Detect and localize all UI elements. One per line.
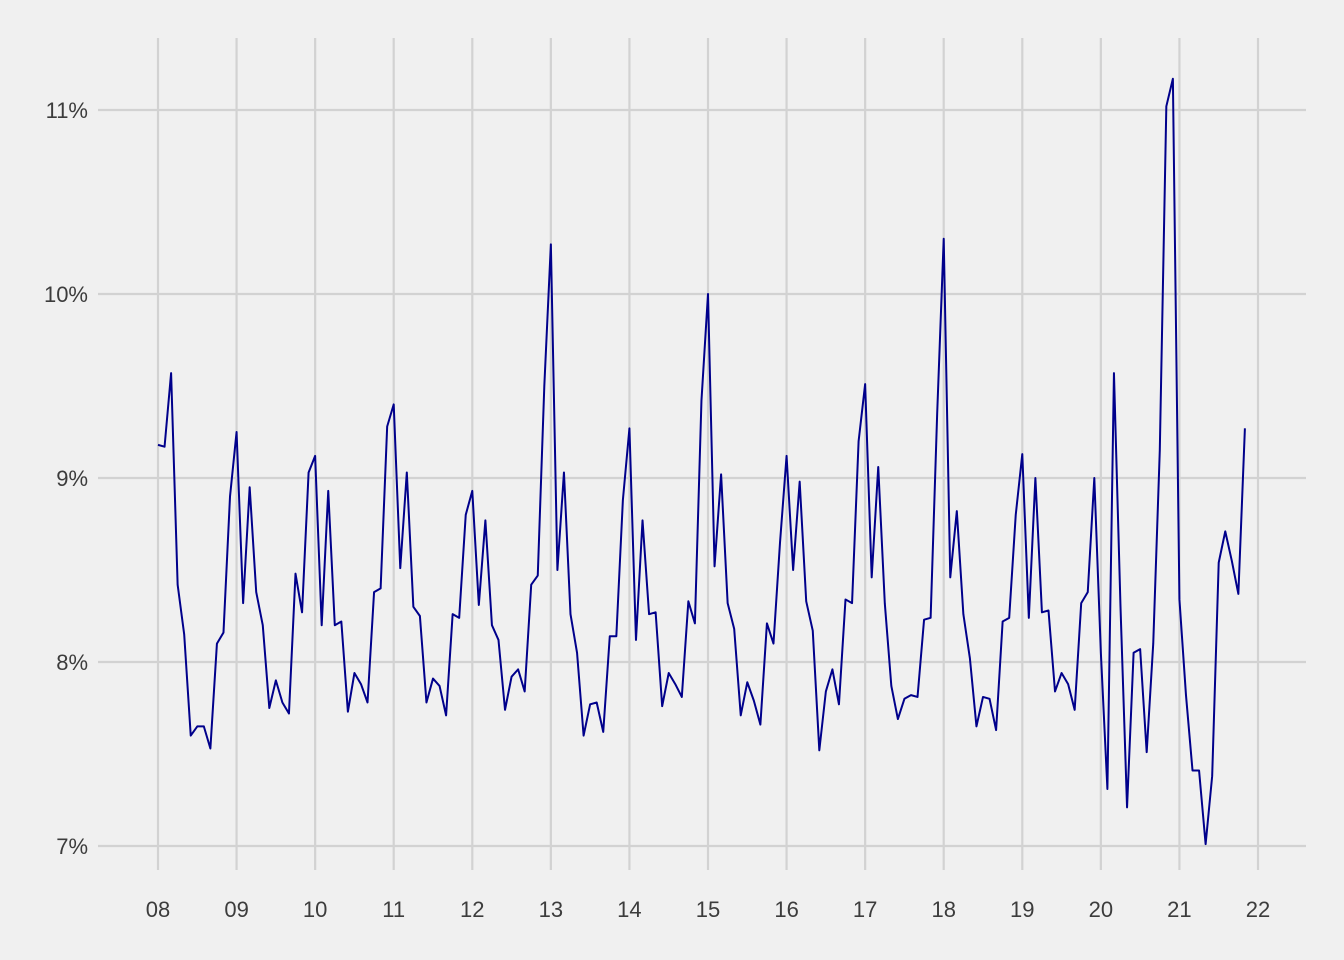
x-tick-label: 10 [303, 897, 327, 922]
y-tick-label: 8% [56, 650, 88, 675]
x-tick-label: 13 [539, 897, 563, 922]
series-group [157, 77, 1246, 846]
x-tick-label: 21 [1167, 897, 1191, 922]
x-tick-label: 14 [617, 897, 641, 922]
x-tick-label: 20 [1089, 897, 1113, 922]
x-tick-label: 11 [382, 897, 405, 922]
y-tick-label: 11% [46, 98, 88, 123]
horizontal-gridlines [98, 108, 1306, 848]
x-tick-label: 18 [931, 897, 955, 922]
x-axis-tick-labels: 08 09 10 11 12 13 14 15 16 17 18 19 20 21 22 [146, 897, 1270, 922]
x-tick-label: 19 [1010, 897, 1034, 922]
x-tick-label: 08 [146, 897, 170, 922]
vertical-gridlines [156, 38, 1260, 870]
y-tick-label: 7% [56, 834, 88, 859]
x-tick-label: 17 [853, 897, 877, 922]
y-axis-tick-labels: 7% 8% 9% 10% 11% [44, 98, 88, 859]
x-tick-label: 12 [460, 897, 484, 922]
y-tick-label: 10% [44, 282, 88, 307]
y-tick-label: 9% [56, 466, 88, 491]
x-tick-label: 16 [774, 897, 798, 922]
x-tick-label: 15 [696, 897, 720, 922]
x-tick-label: 09 [224, 897, 248, 922]
x-tick-label: 22 [1246, 897, 1270, 922]
series-line [157, 77, 1246, 846]
